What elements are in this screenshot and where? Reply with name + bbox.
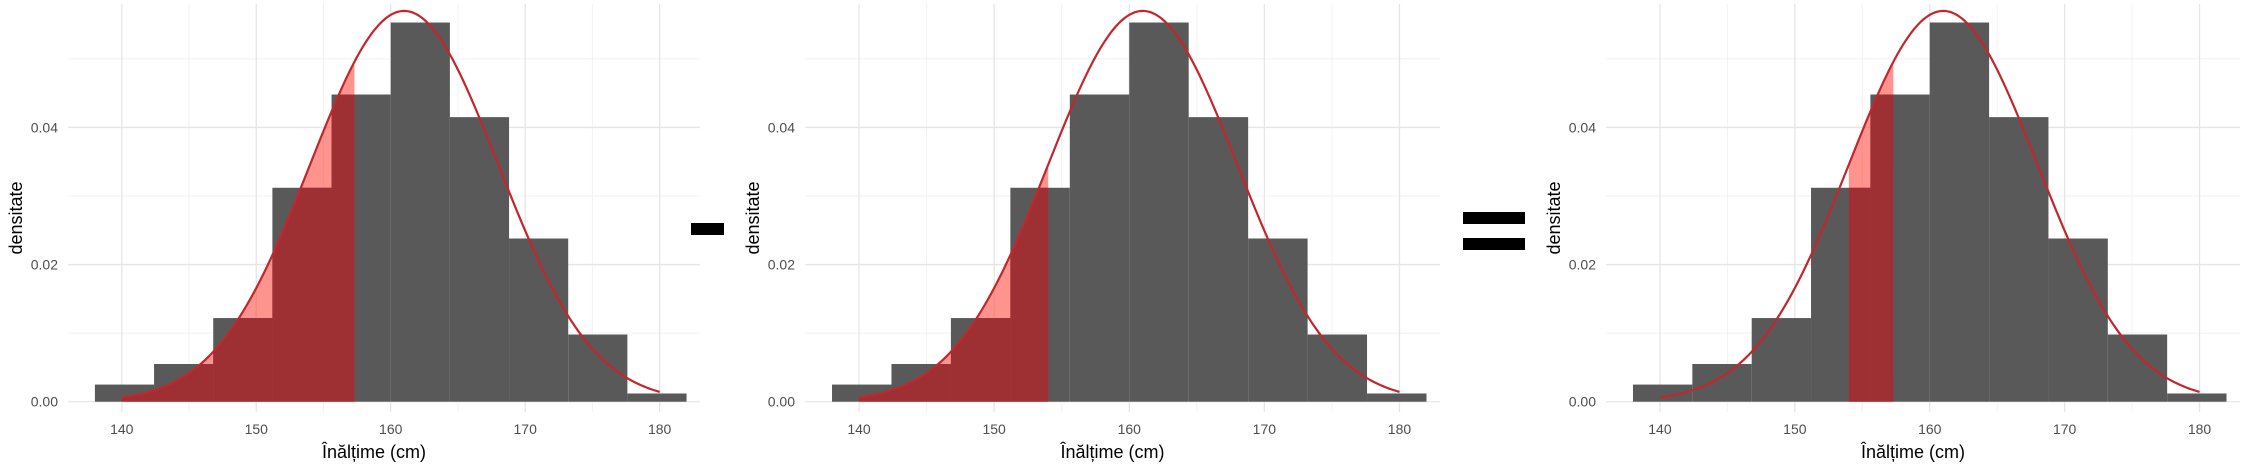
- y-tick-label: 0.04: [768, 119, 795, 135]
- x-axis-title: Înălțime (cm): [1059, 442, 1164, 462]
- chart-panel-1: 140 150 160 170 180 0.00 0.02 0.04 Înălțime (cm)…: [6, 4, 724, 462]
- y-axis-title: densitate: [1544, 181, 1564, 254]
- shade-overlap: [121, 94, 355, 402]
- x-axis-title: Înălțime (cm): [1860, 442, 1965, 462]
- x-axis-title: Înălțime (cm): [321, 442, 426, 462]
- y-tick-label: 0.00: [768, 394, 795, 410]
- y-tick-label: 0.04: [31, 119, 58, 135]
- x-tick-label: 170: [514, 421, 538, 437]
- x-tick-label: 150: [1783, 421, 1807, 437]
- y-tick-label: 0.00: [1569, 394, 1596, 410]
- x-tick-label: 180: [2188, 421, 2212, 437]
- y-tick-label: 0.02: [768, 257, 795, 273]
- histogram-bar: [1751, 318, 1812, 402]
- equals-sign-top-bar: [1463, 212, 1525, 224]
- minus-sign: [691, 223, 724, 235]
- x-tick-label: 150: [245, 421, 269, 437]
- x-tick-label: 140: [110, 421, 134, 437]
- histogram-bar: [509, 238, 569, 402]
- y-tick-label: 0.02: [31, 257, 58, 273]
- shade-overlap: [1848, 94, 1894, 402]
- normal-density-curve: [858, 9, 1400, 399]
- normal-density-curve: [1659, 9, 2200, 399]
- y-tick-label: 0.00: [31, 394, 58, 410]
- x-tick-label: 160: [1118, 421, 1142, 437]
- x-tick-label: 160: [1918, 421, 1942, 437]
- histogram-bar: [1632, 384, 1693, 402]
- histogram-bar: [568, 334, 628, 402]
- histogram-bar: [1929, 22, 1990, 402]
- histogram-bar: [1307, 334, 1368, 402]
- x-tick-label: 160: [379, 421, 403, 437]
- x-tick-label: 150: [982, 421, 1006, 437]
- histogram-bar: [1248, 238, 1308, 402]
- histogram-bar: [1069, 94, 1130, 402]
- histogram-bar: [2048, 238, 2108, 402]
- x-tick-label: 180: [648, 421, 672, 437]
- x-tick-label: 180: [1388, 421, 1412, 437]
- normal-density-curve: [121, 9, 660, 399]
- chart-panel-3: 140 150 160 170 180 0.00 0.02 0.04 Înălțime (cm)…: [1544, 4, 2240, 462]
- shade-overlap-bar: [1870, 94, 1894, 402]
- chart-panel-2: 140 150 160 170 180 0.00 0.02 0.04 Înălțime (cm)…: [743, 4, 1525, 462]
- histogram-bar: [1129, 22, 1189, 402]
- x-tick-label: 140: [1648, 421, 1672, 437]
- y-axis-title: densitate: [6, 181, 26, 254]
- x-tick-label: 140: [847, 421, 871, 437]
- histogram-bar: [1188, 117, 1249, 402]
- shade-overlap-bar: [331, 94, 355, 402]
- histogram-bar: [1989, 117, 2049, 402]
- histogram-bar: [1367, 393, 1427, 402]
- histogram-bar: [449, 117, 510, 402]
- histogram-bar: [627, 393, 687, 402]
- histogram-bar: [2167, 393, 2227, 402]
- y-axis-title: densitate: [743, 181, 763, 254]
- x-tick-label: 170: [1253, 421, 1277, 437]
- histogram-bar: [2107, 334, 2168, 402]
- equals-sign-bottom-bar: [1463, 238, 1525, 250]
- shade-overlap-bar: [1848, 187, 1871, 402]
- y-tick-label: 0.04: [1569, 119, 1596, 135]
- y-tick-label: 0.02: [1569, 257, 1596, 273]
- x-tick-label: 170: [2053, 421, 2077, 437]
- histogram-bar: [1692, 364, 1752, 402]
- histogram-bar: [390, 22, 450, 402]
